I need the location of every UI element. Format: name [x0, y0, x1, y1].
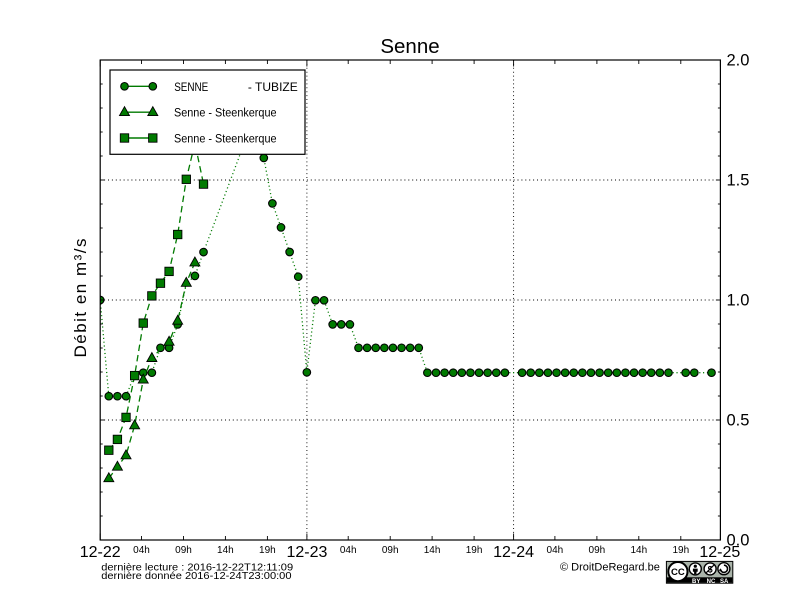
svg-text:Senne: Senne: [380, 35, 439, 58]
svg-text:19h: 19h: [466, 545, 483, 556]
svg-text:SA: SA: [720, 579, 729, 585]
svg-text:14h: 14h: [217, 545, 234, 556]
svg-text:- TUBIZE: - TUBIZE: [248, 80, 298, 94]
svg-text:© DroitDeRegard.be: © DroitDeRegard.be: [560, 562, 660, 574]
svg-text:09h: 09h: [175, 545, 192, 556]
svg-text:Senne - Steenkerque: Senne - Steenkerque: [174, 107, 277, 119]
svg-text:CC: CC: [671, 567, 685, 578]
svg-text:0.5: 0.5: [727, 411, 750, 429]
svg-text:19h: 19h: [259, 545, 276, 556]
svg-text:BY: BY: [692, 579, 700, 585]
svg-text:12-25: 12-25: [699, 544, 740, 561]
svg-text:19h: 19h: [672, 545, 689, 556]
svg-text:dernière lecture : 2016-12-22T: dernière lecture : 2016-12-22T12:11:09: [101, 562, 293, 573]
svg-text:dernière donnée 2016-12-24T23: dernière donnée 2016-12-24T23:00:00: [101, 571, 291, 582]
svg-text:Débit en m³/s: Débit en m³/s: [71, 239, 90, 358]
svg-text:0.0: 0.0: [727, 531, 750, 549]
svg-text:NC: NC: [707, 579, 716, 585]
svg-text:12-24: 12-24: [493, 544, 534, 561]
svg-text:2.0: 2.0: [727, 51, 750, 69]
svg-text:09h: 09h: [382, 545, 399, 556]
svg-text:04h: 04h: [547, 545, 564, 556]
svg-text:12-23: 12-23: [286, 544, 327, 561]
svg-text:1.0: 1.0: [727, 291, 750, 309]
svg-text:14h: 14h: [424, 545, 441, 556]
svg-text:Senne - Steenkerque: Senne - Steenkerque: [174, 133, 277, 145]
svg-text:04h: 04h: [133, 545, 150, 556]
svg-text:09h: 09h: [589, 545, 606, 556]
svg-text:12-22: 12-22: [80, 544, 121, 561]
svg-text:SENNE: SENNE: [174, 81, 208, 94]
svg-text:14h: 14h: [630, 545, 647, 556]
svg-text:1.5: 1.5: [727, 171, 750, 189]
svg-text:04h: 04h: [340, 545, 357, 556]
